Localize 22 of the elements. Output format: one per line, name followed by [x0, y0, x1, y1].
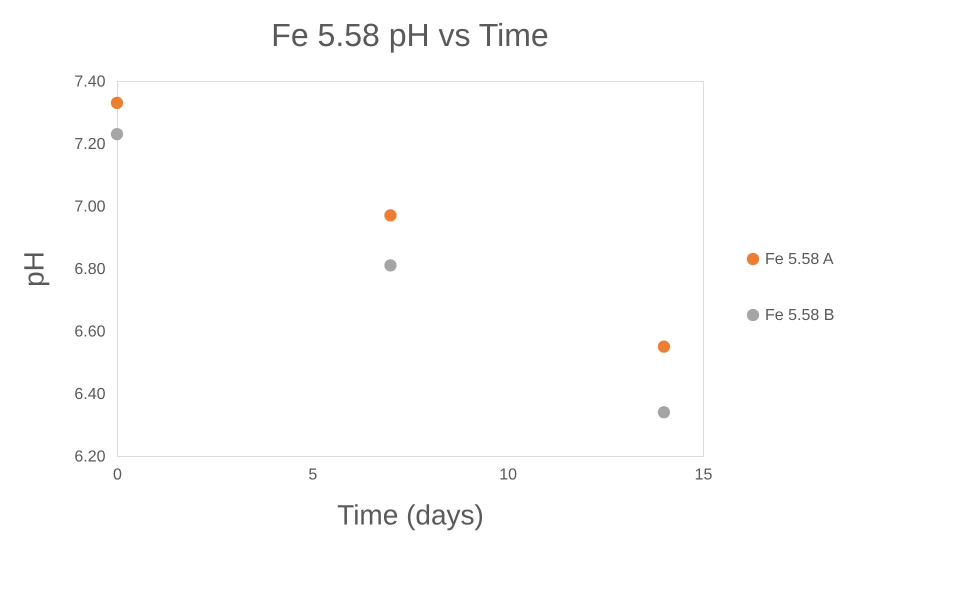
y-tick-label: 7.20 [74, 136, 106, 153]
point [658, 406, 670, 418]
legend-label: Fe 5.58 A [765, 251, 834, 268]
x-tick-label: 5 [308, 466, 318, 484]
point [384, 209, 397, 222]
y-tick-label: 7.00 [74, 198, 106, 216]
y-tick-label: 6.20 [74, 448, 106, 466]
chart-title: Fe 5.58 pH vs Time [271, 17, 549, 53]
legend-label: Fe 5.58 B [765, 307, 834, 324]
x-tick-label: 0 [113, 466, 122, 484]
point [658, 340, 670, 353]
y-tick-label: 6.40 [74, 386, 106, 403]
y-axis-title: pH [18, 251, 50, 287]
point [110, 128, 124, 140]
point [110, 96, 124, 109]
y-tick-label: 7.40 [74, 74, 106, 90]
y-tick-label: 6.80 [74, 261, 106, 278]
x-tick-label: 15 [694, 466, 712, 484]
x-axis-title: Time (days) [337, 500, 484, 530]
x-tick-label: 10 [499, 466, 518, 484]
point [384, 259, 397, 272]
y-tick-label: 6.60 [74, 324, 106, 340]
